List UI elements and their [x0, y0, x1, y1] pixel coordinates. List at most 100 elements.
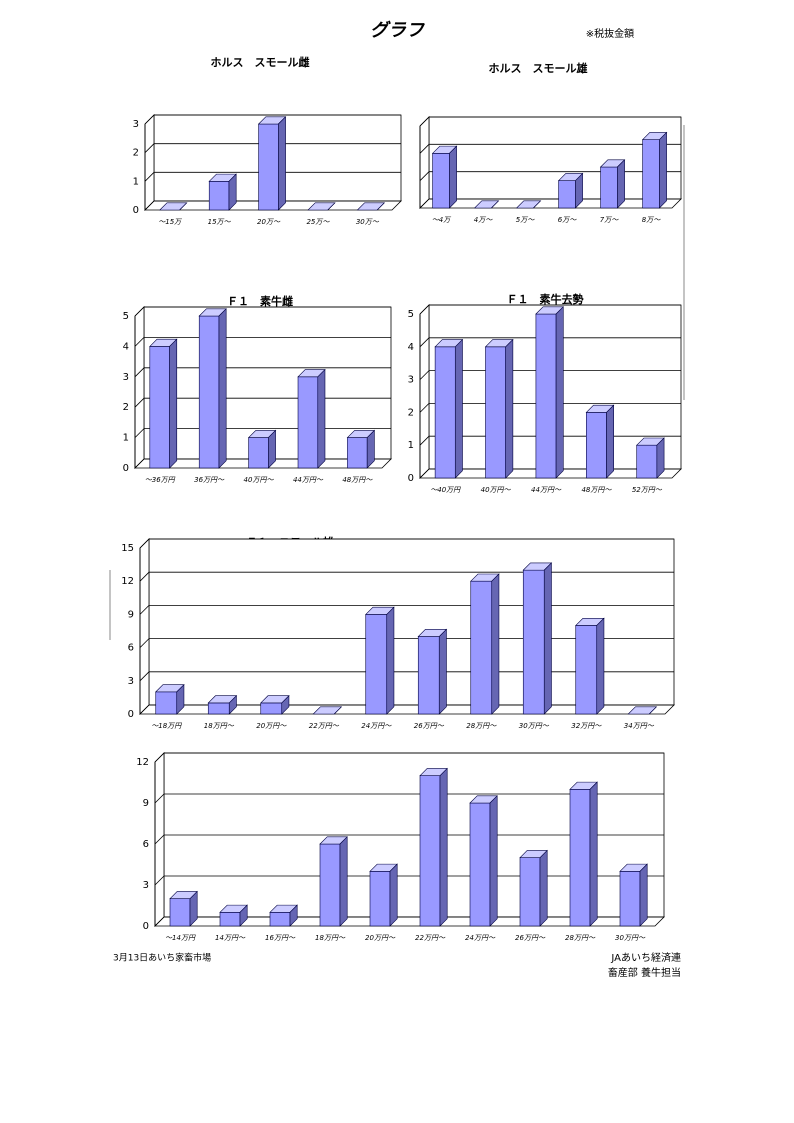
x-tick-label: ～36万円 — [145, 476, 176, 484]
grid-line — [419, 337, 681, 348]
x-tick-label: 48万円～ — [342, 476, 373, 484]
x-tick-label: 22万円～ — [309, 722, 340, 730]
bar-front — [319, 843, 341, 927]
grid-line — [419, 370, 681, 380]
y-tick-label: 3 — [408, 375, 414, 386]
y-tick-label: 3 — [128, 676, 134, 687]
bar — [585, 404, 615, 479]
bar — [208, 173, 237, 211]
bar — [346, 429, 376, 469]
bar-front — [149, 346, 170, 469]
bar — [207, 695, 238, 715]
chart-title: ホルス スモール雄 — [489, 61, 588, 75]
x-tick-label: 20万円～ — [365, 934, 396, 942]
bar-side — [491, 573, 500, 715]
y-tick-label: 9 — [128, 609, 134, 620]
bar — [557, 172, 584, 209]
grid-line — [419, 198, 681, 209]
bar — [473, 200, 500, 209]
x-tick-label: 28万円～ — [466, 722, 497, 730]
bar — [484, 338, 514, 479]
x-tick-label: 20万～ — [257, 218, 281, 226]
y-tick-label: 1 — [123, 433, 129, 444]
y-tick-label: 6 — [143, 839, 149, 850]
bar-front — [198, 315, 220, 469]
note: ※税抜金額 — [586, 27, 634, 40]
bar — [599, 159, 626, 209]
floor — [419, 198, 682, 209]
grid-line — [134, 336, 391, 347]
bar-front — [642, 139, 660, 209]
bar-side — [179, 202, 187, 211]
bar-front — [369, 871, 391, 927]
bar-front — [569, 789, 591, 927]
bar-side — [589, 781, 598, 927]
bar-front — [269, 912, 291, 927]
bar-side — [489, 795, 498, 927]
grid-line — [144, 200, 401, 211]
bar-side — [281, 695, 290, 715]
x-tick-label: 30万～ — [356, 218, 380, 226]
bar-front — [169, 898, 191, 927]
x-tick-label: 40万円～ — [481, 486, 512, 494]
x-tick-label: 28万円～ — [565, 934, 596, 942]
bar-front — [519, 857, 541, 927]
bar-front — [208, 181, 230, 211]
bar-side — [656, 437, 665, 479]
bar-side — [176, 683, 185, 715]
y-tick-label: 0 — [123, 463, 129, 474]
bar-side — [218, 308, 227, 469]
bar — [149, 338, 178, 469]
x-tick-label: ～15万 — [158, 218, 182, 226]
bar-side — [505, 338, 514, 479]
y-tick-label: 2 — [123, 402, 129, 413]
side-wall — [144, 114, 155, 211]
bar-side — [539, 849, 548, 927]
bar-side — [169, 338, 178, 469]
bar — [417, 628, 448, 715]
x-tick-label: 25万～ — [306, 218, 330, 226]
bar-front — [365, 614, 388, 715]
bar — [257, 116, 287, 211]
x-tick-label: 16万円～ — [265, 934, 296, 942]
bar-front — [619, 871, 641, 927]
y-tick-label: 3 — [143, 880, 149, 891]
bar-side — [606, 404, 614, 479]
bar-side — [228, 173, 237, 211]
bar — [535, 306, 565, 479]
y-tick-label: 3 — [133, 119, 139, 130]
bar-side — [659, 131, 667, 209]
x-tick-label: 34万円～ — [624, 722, 655, 730]
x-tick-label: 52万円～ — [632, 486, 663, 494]
bar-side — [228, 695, 237, 715]
bar — [519, 849, 548, 927]
bar-side — [617, 159, 625, 209]
footer-right: 畜産部 養牛担当 — [608, 966, 681, 979]
bar-side — [339, 836, 348, 927]
bar — [356, 202, 386, 211]
x-tick-label: 22万円～ — [415, 934, 446, 942]
x-tick-label: ～40万円 — [430, 486, 461, 494]
bar-side — [533, 200, 541, 209]
bar-side — [575, 172, 583, 209]
x-tick-label: ～4万 — [432, 216, 451, 224]
bar-front — [417, 636, 440, 715]
y-tick-label: 1 — [133, 176, 139, 187]
grid-line — [144, 114, 401, 125]
bar — [569, 781, 598, 927]
bar — [515, 200, 542, 209]
bar-front — [347, 437, 368, 469]
bar-side — [649, 706, 657, 715]
bar-front — [260, 702, 283, 715]
bar-front — [575, 625, 598, 715]
bar — [419, 767, 448, 927]
bar — [365, 606, 395, 715]
bar-front — [419, 775, 441, 927]
x-tick-label: ～18万円 — [151, 722, 182, 730]
bar-side — [327, 202, 336, 211]
bar — [312, 706, 343, 715]
page-title: グラフ — [370, 20, 425, 41]
bar-side — [491, 200, 499, 209]
bar — [260, 695, 290, 715]
grid-line — [134, 306, 391, 317]
